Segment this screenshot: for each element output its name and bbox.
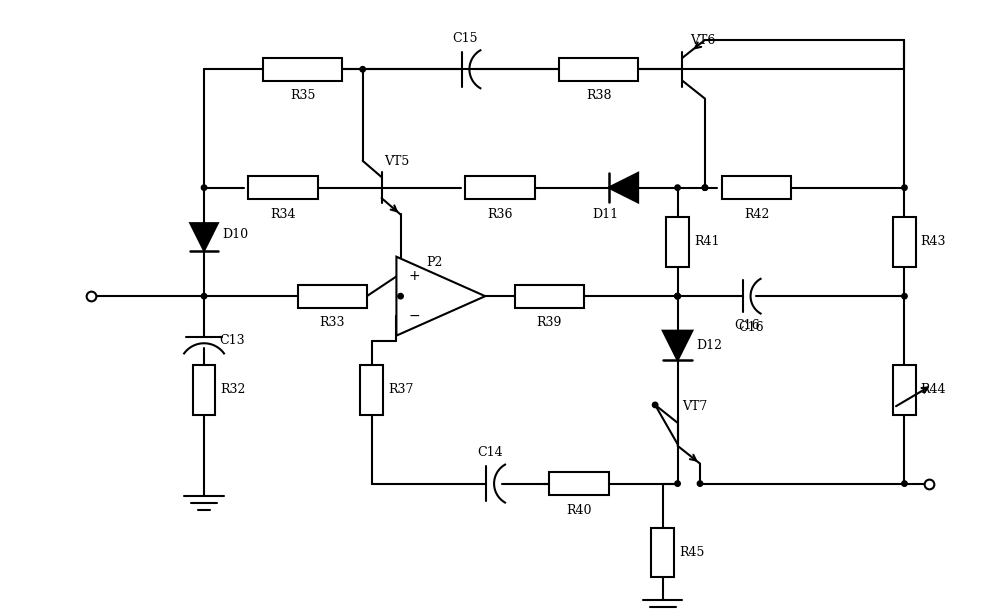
FancyBboxPatch shape: [666, 217, 689, 267]
Text: VT7: VT7: [682, 400, 708, 413]
FancyBboxPatch shape: [893, 365, 916, 415]
Text: R36: R36: [487, 208, 513, 221]
Polygon shape: [663, 331, 692, 360]
Circle shape: [902, 185, 907, 190]
Circle shape: [675, 293, 680, 299]
Text: VT5: VT5: [385, 155, 410, 168]
Text: C15: C15: [453, 32, 478, 45]
FancyBboxPatch shape: [722, 176, 791, 199]
Polygon shape: [609, 173, 638, 203]
FancyBboxPatch shape: [193, 365, 215, 415]
FancyBboxPatch shape: [515, 285, 584, 307]
Text: D11: D11: [592, 208, 619, 221]
Polygon shape: [396, 257, 485, 336]
FancyBboxPatch shape: [893, 217, 916, 267]
Text: R33: R33: [320, 317, 345, 330]
Text: R42: R42: [744, 208, 769, 221]
Circle shape: [702, 185, 708, 190]
FancyBboxPatch shape: [263, 58, 342, 81]
Circle shape: [201, 185, 207, 190]
Text: R41: R41: [694, 235, 719, 248]
Circle shape: [697, 481, 703, 486]
Circle shape: [902, 293, 907, 299]
Circle shape: [360, 67, 365, 72]
FancyBboxPatch shape: [559, 58, 638, 81]
Circle shape: [652, 402, 658, 408]
Circle shape: [675, 185, 680, 190]
Text: P2: P2: [426, 256, 442, 269]
FancyBboxPatch shape: [360, 365, 383, 415]
Circle shape: [398, 293, 403, 299]
FancyBboxPatch shape: [298, 285, 367, 307]
Circle shape: [675, 293, 680, 299]
Polygon shape: [190, 223, 218, 251]
Text: C16: C16: [739, 321, 764, 334]
Circle shape: [902, 481, 907, 486]
Text: R44: R44: [921, 383, 946, 396]
Text: R43: R43: [921, 235, 946, 248]
Circle shape: [702, 185, 708, 190]
Circle shape: [675, 293, 680, 299]
Text: R38: R38: [586, 89, 611, 102]
FancyBboxPatch shape: [248, 176, 318, 199]
Text: R37: R37: [388, 383, 413, 396]
Text: +: +: [408, 269, 420, 283]
Circle shape: [675, 481, 680, 486]
Text: −: −: [408, 309, 420, 323]
Text: C14: C14: [477, 447, 503, 460]
FancyBboxPatch shape: [549, 472, 609, 495]
Text: R35: R35: [290, 89, 315, 102]
Text: VT6: VT6: [690, 34, 716, 47]
Text: R32: R32: [220, 383, 246, 396]
Text: R45: R45: [679, 546, 704, 559]
Text: C13: C13: [219, 334, 244, 347]
Text: C16: C16: [734, 319, 759, 332]
FancyBboxPatch shape: [651, 528, 674, 577]
Text: D12: D12: [696, 339, 722, 352]
Circle shape: [201, 293, 207, 299]
Text: R39: R39: [537, 317, 562, 330]
Text: R40: R40: [566, 504, 592, 517]
Text: R34: R34: [270, 208, 296, 221]
FancyBboxPatch shape: [465, 176, 535, 199]
Text: D10: D10: [222, 227, 248, 240]
